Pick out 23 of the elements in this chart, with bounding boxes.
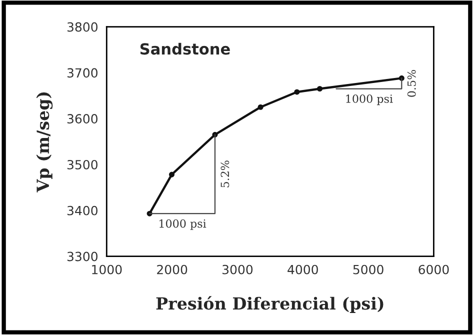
point: [316, 86, 323, 92]
y-tick-label: 3300: [67, 252, 98, 262]
annotation: 1000 psi: [346, 94, 393, 106]
x-tick-label: 3000: [222, 264, 253, 274]
y-tick-label: 3500: [67, 160, 98, 170]
y-tick-label: 3800: [67, 22, 98, 32]
x-tick-label: 1000: [92, 264, 122, 274]
annotation: 1000 psi: [160, 219, 206, 230]
annotation: 0.5%: [407, 70, 416, 97]
text: Sandstone: [140, 42, 230, 55]
y-tick-label: 3700: [67, 68, 98, 78]
point: [258, 104, 264, 110]
point: [168, 172, 175, 178]
point: [294, 89, 300, 95]
y-axis-title: Vp (m/seg): [36, 92, 53, 192]
x-tick-label: 5000: [353, 264, 384, 274]
x-tick-label: 6000: [418, 264, 449, 274]
y-tick-label: 3600: [67, 114, 98, 124]
x-axis-title: Presión Diferencial (psi): [156, 296, 384, 313]
x-tick-label: 2000: [157, 264, 188, 274]
y-tick-label: 3400: [67, 206, 98, 216]
x-tick-label: 4000: [288, 264, 318, 274]
annotation: 5.2%: [220, 160, 230, 188]
